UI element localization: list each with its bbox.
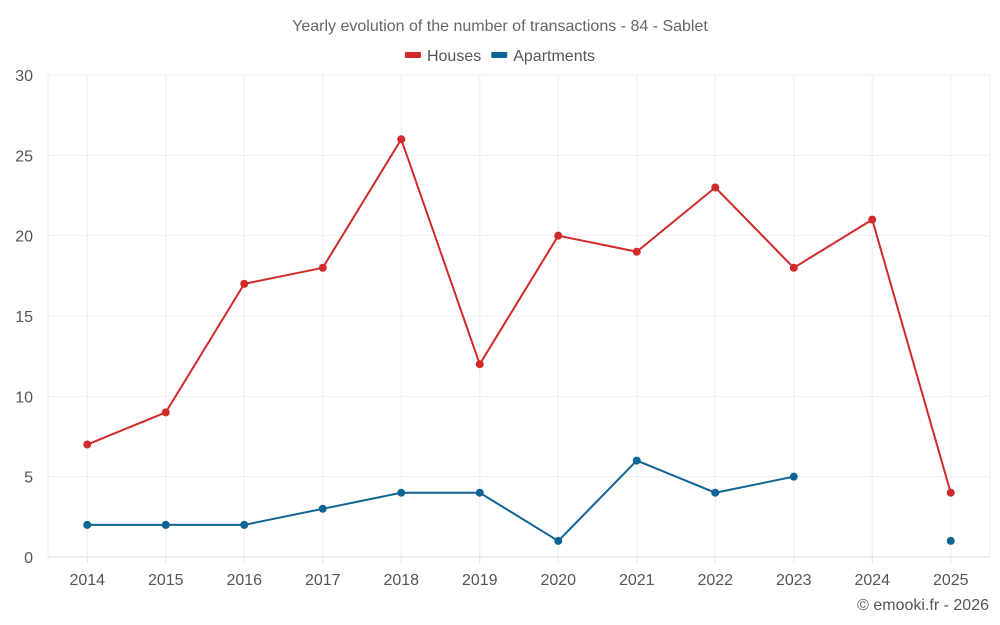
x-tick-label: 2022 [697,572,733,589]
data-point-houses[interactable] [318,263,327,272]
data-point-houses[interactable] [83,440,92,449]
chart-title: Yearly evolution of the number of transa… [292,18,708,35]
data-point-apartments[interactable] [946,536,955,545]
data-point-houses[interactable] [868,215,877,224]
data-point-houses[interactable] [711,183,720,192]
x-tick-label: 2014 [69,572,105,589]
series-layer [83,135,955,545]
data-point-houses[interactable] [161,408,170,417]
series-line-houses [86,138,952,494]
data-point-apartments[interactable] [711,488,720,497]
x-axis: 2014 2015 2016 2017 2018 2019 2020 2021 2022 2023… [48,556,990,589]
data-point-apartments[interactable] [397,488,406,497]
x-tick-label: 2023 [776,572,812,589]
data-point-houses[interactable] [554,231,563,240]
legend: Houses Apartments [404,48,595,65]
legend-label: Apartments [513,48,595,65]
data-point-apartments[interactable] [83,520,92,529]
x-tick-label: 2024 [854,572,890,589]
x-tick-label: 2015 [148,572,184,589]
grid [47,74,991,557]
data-point-apartments[interactable] [475,488,484,497]
legend-swatch [404,52,421,58]
y-tick-label: 25 [15,148,33,165]
data-point-houses[interactable] [397,135,406,144]
data-point-apartments[interactable] [789,472,798,481]
legend-label: Houses [427,48,481,65]
x-tick-label: 2025 [933,572,969,589]
x-tick-label: 2019 [462,572,498,589]
data-point-houses[interactable] [946,488,955,497]
y-tick-label: 30 [15,68,33,85]
legend-item-houses[interactable]: Houses [404,48,481,65]
y-tick-label: 10 [15,389,33,406]
data-point-apartments[interactable] [554,536,563,545]
data-point-houses[interactable] [789,263,798,272]
x-tick-label: 2016 [226,572,262,589]
series-line-apartments [87,461,951,541]
data-point-apartments[interactable] [161,520,170,529]
credit-text: © emooki.fr - 2026 [857,597,989,614]
x-tick-label: 2017 [305,572,341,589]
y-tick-label: 15 [15,309,33,326]
data-point-apartments[interactable] [318,504,327,513]
y-tick-label: 20 [15,229,33,246]
x-tick-label: 2021 [619,572,655,589]
x-tick-label: 2018 [383,572,419,589]
data-point-houses[interactable] [475,360,484,369]
data-point-apartments[interactable] [240,520,249,529]
y-tick-label: 5 [24,470,33,487]
legend-swatch [491,52,508,58]
data-point-houses[interactable] [632,247,641,256]
x-tick-label: 2020 [540,572,576,589]
series-apartments [83,456,955,545]
y-axis: 0 5 10 15 20 25 30 [15,68,33,567]
y-tick-label: 0 [24,550,33,567]
series-houses [83,135,955,497]
legend-item-apartments[interactable]: Apartments [491,48,595,65]
data-point-houses[interactable] [240,279,249,288]
data-point-apartments[interactable] [632,456,641,465]
